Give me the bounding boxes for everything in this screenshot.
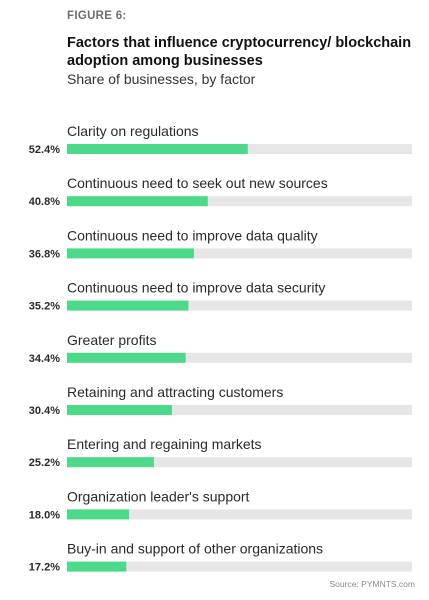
bar-track	[67, 352, 412, 363]
category-label: Clarity on regulations	[67, 123, 199, 139]
bar-track	[67, 300, 412, 311]
value-label: 35.2%	[29, 301, 60, 313]
category-label: Retaining and attracting customers	[67, 384, 283, 400]
bar	[67, 509, 130, 520]
category-label: Continuous need to improve data quality	[67, 227, 318, 243]
category-label: Organization leader's support	[67, 488, 250, 504]
bar	[67, 144, 248, 154]
value-label: 34.4%	[29, 353, 60, 365]
chart-title: Factors that influence cryptocurrency/ b…	[67, 35, 412, 69]
value-label: 52.4%	[29, 144, 60, 156]
value-label: 17.2%	[29, 562, 60, 574]
bar-track	[67, 405, 412, 415]
bar	[67, 405, 172, 415]
source-note: Source: PYMNTS.com	[329, 579, 416, 589]
bar-track	[67, 196, 412, 207]
value-label: 18.0%	[29, 509, 60, 521]
figure-label: FIGURE 6:	[67, 10, 127, 22]
bar	[67, 352, 186, 363]
value-label: 30.4%	[29, 405, 60, 417]
category-label: Continuous need to improve data security	[67, 280, 325, 296]
category-label: Entering and regaining markets	[67, 436, 262, 452]
bar	[67, 457, 154, 468]
bar	[67, 561, 127, 572]
bar-track	[67, 248, 412, 259]
bar-track	[67, 509, 412, 520]
value-label: 36.8%	[29, 248, 60, 260]
bar-track	[67, 561, 412, 572]
category-label: Greater profits	[67, 332, 156, 348]
value-label: 40.8%	[29, 196, 60, 208]
value-label: 25.2%	[29, 457, 60, 469]
category-label: Buy-in and support of other organization…	[67, 541, 323, 557]
chart-subtitle: Share of businesses, by factor	[67, 71, 256, 87]
bar	[67, 196, 208, 207]
category-label: Continuous need to seek out new sources	[67, 175, 328, 191]
bar	[67, 248, 194, 259]
bar	[67, 300, 189, 311]
bar-track	[67, 457, 412, 468]
